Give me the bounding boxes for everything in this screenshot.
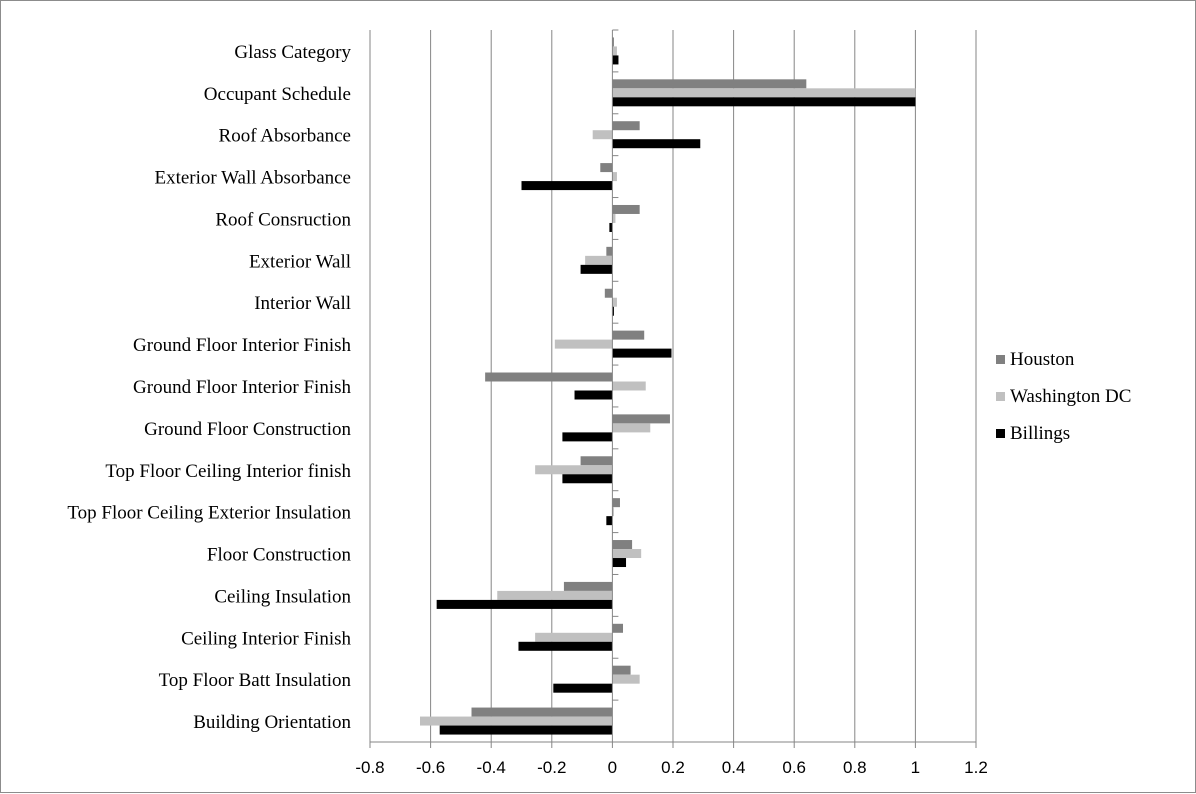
legend-swatch-washington-dc <box>996 392 1005 401</box>
legend-swatch-houston <box>996 355 1005 364</box>
bar-houston <box>485 372 613 382</box>
category-labels: Glass Category Occupant Schedule Roof Abso… <box>67 42 351 733</box>
category-label: Exterior Wall <box>249 251 351 272</box>
category-label: Top Floor Batt Insulation <box>159 670 352 691</box>
gridlines <box>369 30 977 742</box>
bar-houston <box>612 540 633 550</box>
bar-houston <box>612 330 645 340</box>
x-tick-label: 1.2 <box>964 758 988 777</box>
bars <box>419 37 916 735</box>
legend: Houston Washington DC Billings <box>996 349 1131 444</box>
bar-billings <box>606 516 613 526</box>
bar-houston <box>606 246 613 256</box>
bar-washington-dc <box>612 297 617 307</box>
category-label: Roof Consruction <box>215 209 351 230</box>
bar-washington-dc <box>612 213 616 223</box>
bar-washington-dc <box>592 130 613 140</box>
bar-houston <box>612 623 624 633</box>
bar-houston <box>612 37 614 47</box>
legend-label-washington-dc: Washington DC <box>1010 386 1131 407</box>
bar-houston <box>604 288 613 298</box>
bar-billings <box>562 474 613 484</box>
category-label: Ground Floor Interior Finish <box>133 377 351 398</box>
category-label: Ground Floor Construction <box>144 419 351 440</box>
bar-billings <box>612 97 916 107</box>
x-tick-label: 0.8 <box>843 758 867 777</box>
bar-billings <box>439 725 613 735</box>
bar-washington-dc <box>612 423 651 433</box>
bar-washington-dc <box>612 46 617 56</box>
category-label: Occupant Schedule <box>204 84 351 105</box>
bar-billings <box>612 55 619 65</box>
bar-washington-dc <box>612 507 614 517</box>
bar-billings <box>518 641 613 651</box>
bar-billings <box>612 558 627 568</box>
bar-washington-dc <box>612 381 646 391</box>
bar-washington-dc <box>612 674 640 684</box>
bar-billings <box>521 181 613 191</box>
category-label: Building Orientation <box>193 712 351 733</box>
legend-swatch-billings <box>996 429 1005 438</box>
bar-houston <box>563 581 613 591</box>
category-label: Top Floor Ceiling Exterior Insulation <box>67 503 351 524</box>
bar-washington-dc <box>535 465 613 475</box>
legend-label-billings: Billings <box>1010 423 1070 444</box>
legend-label-houston: Houston <box>1010 349 1075 370</box>
category-label: Ceiling Insulation <box>214 586 351 607</box>
x-tick-label: 0.2 <box>661 758 685 777</box>
bar-billings <box>609 222 613 232</box>
bar-washington-dc <box>612 549 642 559</box>
x-tick-label: -0.8 <box>355 758 384 777</box>
bar-billings <box>580 264 613 274</box>
x-tick-label: 0 <box>608 758 617 777</box>
x-tick-label: -0.6 <box>416 758 445 777</box>
bar-washington-dc <box>497 590 613 600</box>
bar-houston <box>600 163 613 173</box>
bar-washington-dc <box>612 172 617 182</box>
x-tick-label: 1 <box>911 758 920 777</box>
bar-billings <box>553 683 613 693</box>
category-label: Floor Construction <box>207 545 352 566</box>
bar-houston <box>612 79 807 89</box>
bar-houston <box>612 498 620 508</box>
category-label: Roof Absorbance <box>219 126 351 147</box>
category-label: Ground Floor Interior Finish <box>133 335 351 356</box>
x-tick-label: -0.2 <box>537 758 566 777</box>
bar-houston <box>580 456 613 466</box>
bar-washington-dc <box>585 255 613 265</box>
category-label: Exterior Wall Absorbance <box>154 168 351 189</box>
bar-billings <box>612 306 614 316</box>
bar-billings <box>612 348 672 358</box>
x-tick-label: 0.6 <box>782 758 806 777</box>
x-tick-label: 0.4 <box>722 758 746 777</box>
bar-washington-dc <box>554 339 613 349</box>
x-tick-label: -0.4 <box>477 758 506 777</box>
x-tick-labels: -0.8 -0.6 -0.4 -0.2 0 0.2 0.4 0.6 0.8 1 1.2 <box>355 758 987 777</box>
bar-washington-dc <box>535 632 613 642</box>
bar-houston <box>612 121 640 131</box>
bar-houston <box>612 204 640 214</box>
bar-billings <box>612 139 701 149</box>
axes <box>369 29 977 748</box>
bar-houston <box>471 707 613 717</box>
bar-billings <box>436 599 613 609</box>
category-label: Top Floor Ceiling Interior finish <box>105 461 351 482</box>
bar-billings <box>574 390 613 400</box>
category-label: Interior Wall <box>254 293 351 314</box>
bar-washington-dc <box>419 716 613 726</box>
category-label: Ceiling Interior Finish <box>181 628 351 649</box>
bar-washington-dc <box>612 88 916 98</box>
bar-houston <box>612 665 631 675</box>
bar-houston <box>612 414 670 424</box>
category-label: Glass Category <box>234 42 351 63</box>
bar-billings <box>562 432 613 442</box>
